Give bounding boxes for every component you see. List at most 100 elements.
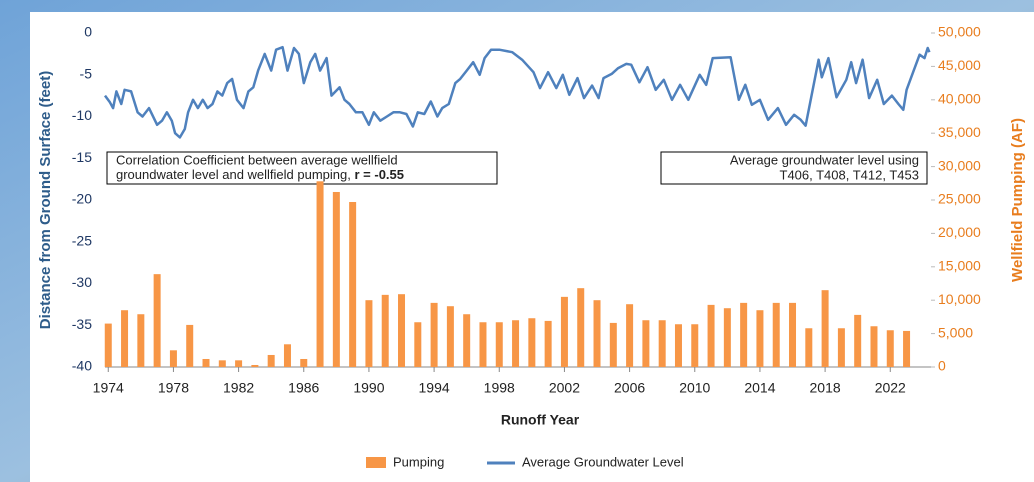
- y-tick-label: -35: [72, 316, 92, 332]
- bar: [235, 360, 243, 367]
- y-tick-label: -30: [72, 274, 92, 290]
- annotation-text: Average groundwater level using: [730, 152, 919, 167]
- x-tick-label: 1998: [484, 380, 515, 396]
- y2-tick-label: 40,000: [938, 91, 981, 107]
- bar: [854, 314, 862, 367]
- y2-tick-label: 5,000: [938, 324, 973, 340]
- bar: [821, 290, 829, 367]
- x-tick-label: 1990: [353, 380, 384, 396]
- bar: [593, 300, 601, 367]
- x-tick-label: 2006: [614, 380, 645, 396]
- y2-tick-label: 30,000: [938, 157, 981, 173]
- line: [103, 45, 931, 139]
- bar: [283, 344, 291, 367]
- y-tick-label: -20: [72, 191, 92, 207]
- bar: [332, 191, 340, 367]
- bar: [512, 320, 520, 367]
- bar: [414, 322, 422, 367]
- x-tick-label: 2002: [549, 380, 580, 396]
- bar: [756, 310, 764, 367]
- x-tick-label: 1986: [288, 380, 319, 396]
- bar: [479, 322, 487, 367]
- bar: [544, 320, 552, 367]
- y-axis-label: Distance from Ground Surface (feet): [37, 71, 54, 329]
- annotation: Correlation Coefficient between average …: [106, 151, 498, 185]
- bar: [251, 364, 259, 367]
- y2-tick-label: 10,000: [938, 291, 981, 307]
- x-tick-label: 2018: [810, 380, 841, 396]
- x-tick-label: 2014: [744, 380, 775, 396]
- legend-label: Pumping: [393, 454, 444, 469]
- y2-tick-label: 0: [938, 358, 946, 374]
- x-tick-label: 1994: [419, 380, 450, 396]
- bar: [398, 294, 406, 367]
- x-tick-label: 2022: [875, 380, 906, 396]
- bar: [805, 328, 813, 367]
- bar: [186, 324, 194, 367]
- bar: [137, 314, 145, 367]
- bar: [560, 296, 568, 367]
- bar: [349, 202, 357, 367]
- bar: [772, 302, 780, 367]
- legend-label: Average Groundwater Level: [522, 454, 684, 469]
- annotation-text: T406, T408, T412, T453: [780, 167, 920, 182]
- bar: [169, 350, 177, 367]
- y2-tick-label: 35,000: [938, 124, 981, 140]
- bar: [723, 308, 731, 367]
- x-axis-label: Runoff Year: [501, 412, 580, 428]
- y2-tick-label: 45,000: [938, 57, 981, 73]
- bar: [609, 322, 617, 367]
- bar: [104, 323, 112, 367]
- bar: [430, 302, 438, 367]
- annotation: Average groundwater level using T406, T4…: [660, 151, 928, 185]
- y-tick-label: -25: [72, 232, 92, 248]
- annotation-text: Correlation Coefficient between average …: [116, 152, 398, 167]
- bar: [202, 358, 210, 367]
- y-tick-label: -5: [80, 65, 93, 81]
- x-tick-label: 1978: [158, 380, 189, 396]
- annotation-box: [106, 151, 498, 185]
- bar: [642, 320, 650, 367]
- y2-axis-label: Wellfield Pumping (AF): [1009, 118, 1026, 282]
- x-tick-label: 1982: [223, 380, 254, 396]
- x-tick-label: 1974: [93, 380, 124, 396]
- bar: [691, 324, 699, 367]
- x-tick-label: 2010: [679, 380, 710, 396]
- bar: [658, 320, 666, 367]
- annotation-text: groundwater level and wellfield pumping,…: [116, 167, 404, 182]
- y2-tick-label: 50,000: [938, 24, 981, 40]
- annotation-bold: r = -0.55: [354, 167, 404, 182]
- legend-swatch: [366, 457, 386, 468]
- bar: [463, 314, 471, 367]
- bar: [740, 302, 748, 367]
- y-tick-label: -15: [72, 149, 92, 165]
- bar: [903, 330, 911, 367]
- bar: [626, 304, 634, 367]
- bar: [267, 354, 275, 367]
- y-tick-label: -40: [72, 358, 92, 374]
- legend: Pumping Average Groundwater Level: [366, 454, 684, 469]
- bar: [528, 318, 536, 367]
- annotation-box: [660, 151, 928, 185]
- bar: [674, 324, 682, 367]
- bar: [218, 360, 226, 367]
- bar: [707, 304, 715, 367]
- bar: [837, 328, 845, 367]
- y2-tick-label: 15,000: [938, 258, 981, 274]
- bar: [300, 358, 308, 367]
- bar: [886, 330, 894, 367]
- y-tick-label: -10: [72, 107, 92, 123]
- bar: [381, 294, 389, 367]
- y2-tick-label: 25,000: [938, 191, 981, 207]
- bar: [446, 306, 454, 367]
- bar: [121, 310, 129, 367]
- bar: [316, 181, 324, 367]
- bar: [495, 322, 503, 367]
- bar: [365, 300, 373, 367]
- bar: [870, 326, 878, 367]
- bar: [789, 302, 797, 367]
- y-tick-label: 0: [84, 24, 92, 40]
- annotation-text: groundwater level and wellfield pumping,: [116, 167, 354, 182]
